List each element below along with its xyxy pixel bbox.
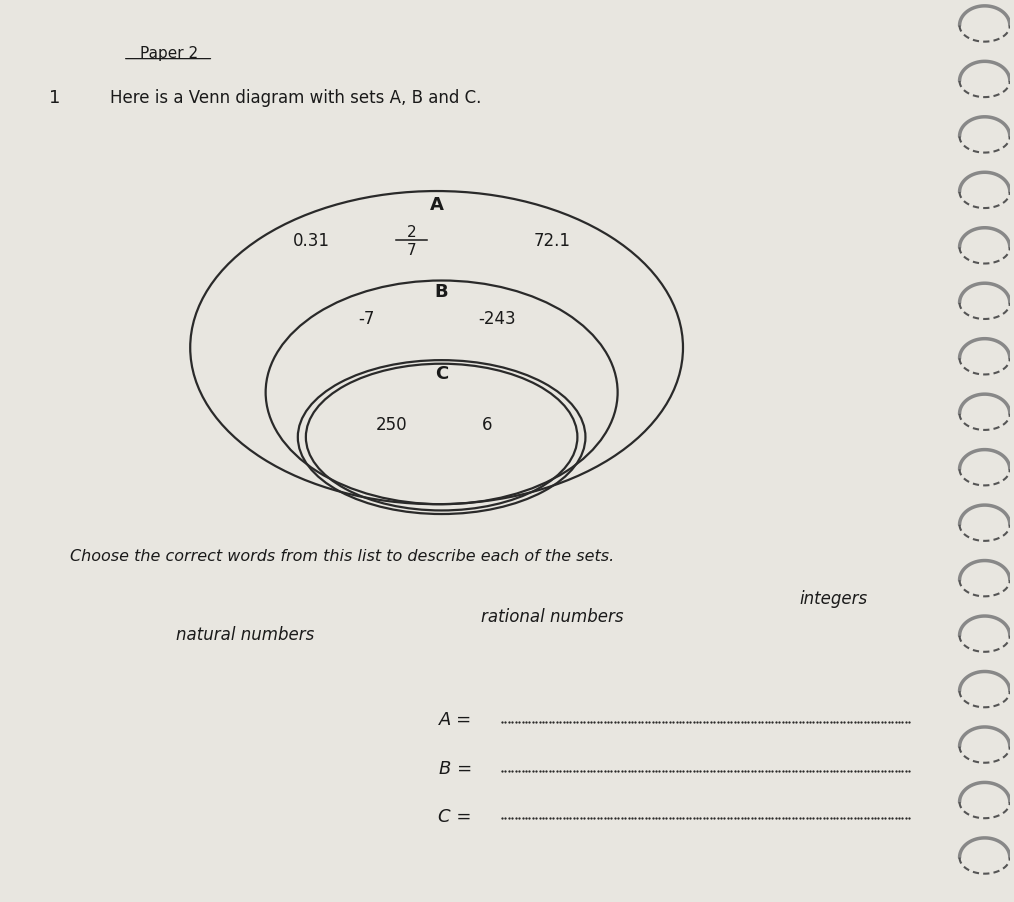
Text: 250: 250 bbox=[375, 415, 408, 433]
Text: -7: -7 bbox=[358, 309, 374, 327]
Text: 0.31: 0.31 bbox=[292, 232, 330, 250]
Text: Paper 2: Paper 2 bbox=[140, 46, 198, 60]
Text: B =: B = bbox=[438, 759, 472, 778]
Text: C: C bbox=[435, 364, 448, 382]
Text: natural numbers: natural numbers bbox=[176, 625, 314, 643]
Text: A: A bbox=[430, 197, 443, 215]
Text: Choose the correct words from this list to describe each of the sets.: Choose the correct words from this list … bbox=[70, 548, 613, 563]
Text: 2: 2 bbox=[407, 225, 417, 240]
Text: B: B bbox=[435, 283, 448, 301]
Text: 72.1: 72.1 bbox=[533, 232, 571, 250]
Text: 7: 7 bbox=[407, 243, 417, 257]
Text: -243: -243 bbox=[479, 309, 516, 327]
Text: C =: C = bbox=[438, 806, 472, 824]
Text: A =: A = bbox=[438, 710, 472, 728]
Text: integers: integers bbox=[800, 590, 868, 607]
Text: 6: 6 bbox=[482, 415, 492, 433]
Text: 1: 1 bbox=[50, 89, 61, 107]
Text: rational numbers: rational numbers bbox=[481, 607, 624, 625]
Text: Here is a Venn diagram with sets A, B and C.: Here is a Venn diagram with sets A, B an… bbox=[110, 89, 481, 107]
